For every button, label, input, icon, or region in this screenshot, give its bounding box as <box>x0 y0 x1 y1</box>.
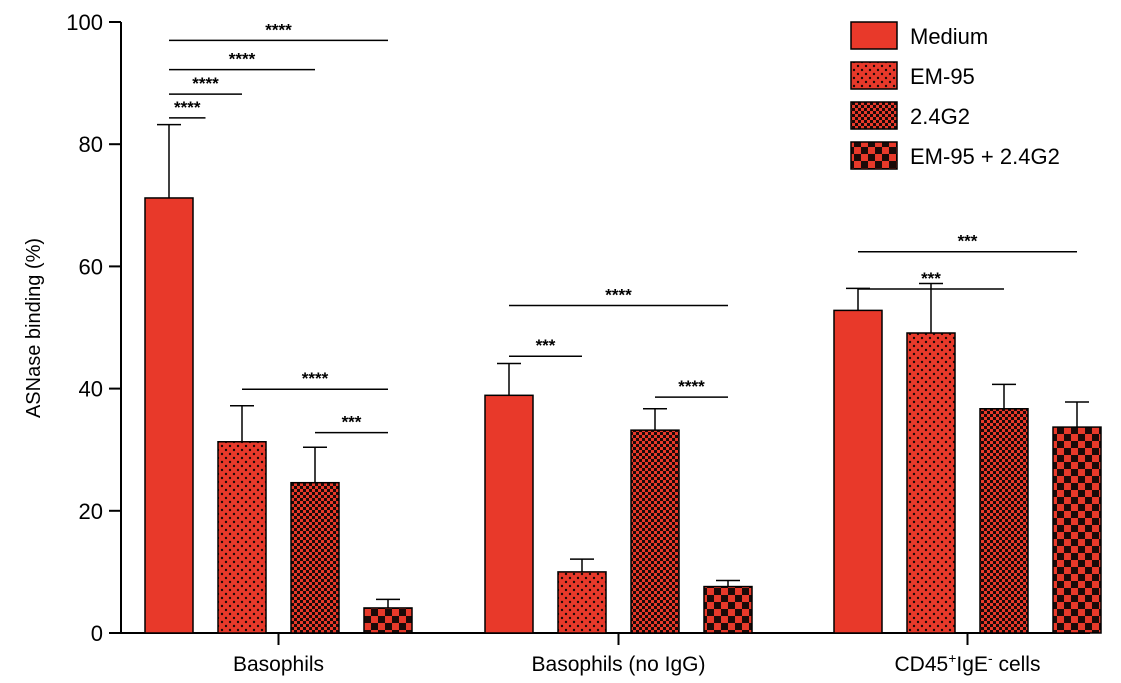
bar <box>630 429 680 634</box>
significance-label: *** <box>342 413 362 432</box>
significance-label: *** <box>921 269 941 288</box>
significance-label: **** <box>605 286 632 305</box>
y-axis-label: ASNase binding (%) <box>23 238 45 418</box>
legend-label: EM-95 <box>910 64 975 89</box>
bar <box>363 607 413 634</box>
significance-label: **** <box>229 50 256 69</box>
significance-label: *** <box>958 232 978 251</box>
y-tick-label: 20 <box>79 499 103 524</box>
significance-brackets: **************************************** <box>169 20 1077 434</box>
x-tick-label: CD45+IgE- cells <box>895 650 1041 676</box>
bar <box>833 309 883 634</box>
legend: Medium EM-95 2.4G2 EM-95 + 2.4G2 <box>850 21 1060 170</box>
bar <box>557 571 607 634</box>
error-bars <box>157 123 1089 608</box>
significance-label: **** <box>192 74 219 93</box>
x-tick-label: Basophils (no IgG) <box>532 653 706 676</box>
x-ticks: Basophils Basophils (no IgG) CD45+IgE- cel… <box>233 633 1041 676</box>
bar <box>484 394 534 634</box>
legend-swatch <box>850 21 898 50</box>
bar <box>1052 426 1102 634</box>
legend-swatch <box>850 141 898 170</box>
significance-label: **** <box>174 98 201 117</box>
bar <box>906 332 956 634</box>
y-tick-label: 40 <box>79 377 103 402</box>
bar <box>144 197 194 634</box>
significance-label: **** <box>678 377 705 396</box>
bar <box>217 441 267 634</box>
bars <box>144 197 1102 634</box>
y-tick-label: 0 <box>91 621 103 646</box>
legend-swatch <box>850 61 898 90</box>
bar <box>703 585 753 634</box>
legend-label: 2.4G2 <box>910 104 970 129</box>
significance-label: **** <box>265 20 292 39</box>
y-tick-label: 80 <box>79 132 103 157</box>
legend-label: Medium <box>910 24 988 49</box>
significance-label: **** <box>302 369 329 388</box>
y-ticks: 0 20 40 60 80 100 <box>66 10 121 646</box>
y-tick-label: 100 <box>66 10 103 35</box>
x-tick-label: Basophils <box>233 653 324 676</box>
significance-label: *** <box>536 336 556 355</box>
legend-swatch <box>850 101 898 130</box>
bar <box>290 481 340 634</box>
y-tick-label: 60 <box>79 254 103 279</box>
bar <box>979 408 1029 634</box>
legend-label: EM-95 + 2.4G2 <box>910 144 1060 169</box>
